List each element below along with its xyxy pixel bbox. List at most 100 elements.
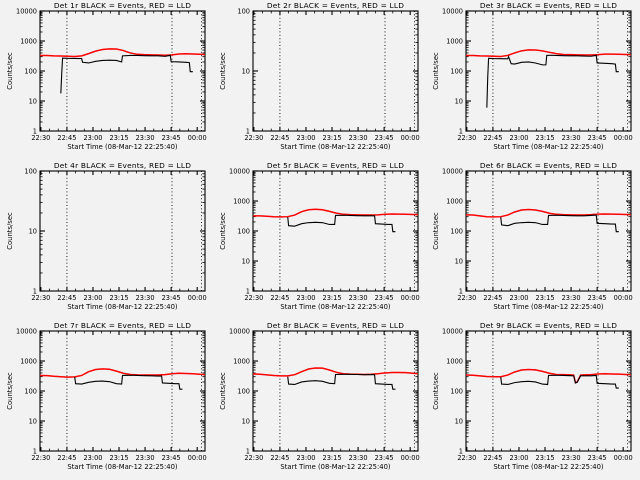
x-tick-label: 00:00 (188, 294, 207, 302)
y-tick-label: 1000 (446, 197, 463, 205)
events-series-line (287, 214, 396, 233)
lld-series-line (39, 368, 206, 378)
y-tick-label: 1000 (233, 357, 250, 365)
events-series-line (500, 214, 619, 233)
lld-series-line (252, 208, 419, 218)
x-tick-label: 22:45 (57, 134, 76, 142)
y-axis-label: Counts/sec (432, 212, 440, 250)
y-tick-label: 100 (24, 67, 37, 75)
x-tick-label: 00:00 (614, 294, 633, 302)
x-tick-label: 23:15 (110, 134, 129, 142)
panel-title: Det 5r BLACK = Events, RED = LLD (267, 161, 404, 170)
x-axis-label: Start Time (08-Mar-12 22:25:40) (493, 463, 603, 471)
x-axis-label: Start Time (08-Mar-12 22:25:40) (493, 143, 603, 151)
detector-panel: Det 5r BLACK = Events, RED = LLD 1 10 100 10… (213, 160, 426, 320)
x-axis-label: Start Time (08-Mar-12 22:25:40) (67, 303, 177, 311)
y-tick-label: 10 (455, 417, 463, 425)
x-tick-label: 23:00 (296, 294, 315, 302)
x-tick-label: 22:45 (270, 134, 289, 142)
x-tick-label: 23:00 (509, 134, 528, 142)
x-axis-label: Start Time (08-Mar-12 22:25:40) (493, 303, 603, 311)
x-tick-label: 23:45 (375, 134, 394, 142)
y-tick-label: 10000 (16, 7, 37, 15)
detector-panel: Det 9r BLACK = Events, RED = LLD 1 10 100 10… (426, 320, 639, 480)
x-axis-label: Start Time (08-Mar-12 22:25:40) (280, 463, 390, 471)
panel-title: Det 7r BLACK = Events, RED = LLD (54, 321, 191, 330)
y-tick-label: 10000 (442, 327, 463, 335)
x-tick-label: 22:45 (483, 454, 502, 462)
panel-title: Det 1r BLACK = Events, RED = LLD (54, 1, 191, 10)
detector-panel: Det 2r BLACK = Events, RED = LLD 1 10 100 22… (213, 0, 426, 160)
panel-title: Det 9r BLACK = Events, RED = LLD (480, 321, 617, 330)
x-tick-label: 23:45 (375, 454, 394, 462)
y-tick-label: 10000 (229, 167, 250, 175)
y-tick-label: 10000 (442, 7, 463, 15)
x-tick-label: 23:45 (162, 294, 181, 302)
events-series-line (74, 374, 183, 390)
detector-panel: Det 4r BLACK = Events, RED = LLD 1 10 100 22… (0, 160, 213, 320)
x-tick-label: 23:00 (83, 134, 102, 142)
y-tick-label: 1 (33, 127, 37, 135)
x-tick-label: 22:30 (457, 294, 476, 302)
detector-panel: Det 7r BLACK = Events, RED = LLD 1 10 100 10… (0, 320, 213, 480)
x-axis-label: Start Time (08-Mar-12 22:25:40) (67, 463, 177, 471)
y-tick-label: 100 (24, 387, 37, 395)
y-tick-label: 100 (237, 227, 250, 235)
y-axis-label: Counts/sec (6, 212, 14, 250)
y-tick-label: 1 (33, 447, 37, 455)
x-tick-label: 00:00 (401, 454, 420, 462)
detector-panel: Det 1r BLACK = Events, RED = LLD 1 10 100 10… (0, 0, 213, 160)
x-tick-label: 23:30 (349, 454, 368, 462)
x-tick-label: 22:30 (457, 134, 476, 142)
panel-title: Det 4r BLACK = Events, RED = LLD (54, 161, 191, 170)
y-tick-label: 1 (33, 287, 37, 295)
x-tick-label: 23:45 (588, 454, 607, 462)
lld-series-line (466, 49, 632, 58)
x-tick-label: 00:00 (188, 454, 207, 462)
y-tick-label: 1000 (20, 37, 37, 45)
y-tick-label: 10 (242, 257, 250, 265)
x-tick-label: 22:45 (483, 134, 502, 142)
y-tick-label: 100 (24, 167, 37, 175)
panel-title: Det 3r BLACK = Events, RED = LLD (480, 1, 617, 10)
x-tick-label: 23:15 (536, 454, 555, 462)
x-tick-label: 00:00 (614, 134, 633, 142)
x-tick-label: 23:30 (562, 134, 581, 142)
detector-panel: Det 3r BLACK = Events, RED = LLD 1 10 100 10… (426, 0, 639, 160)
y-tick-label: 100 (450, 67, 463, 75)
events-series-line (287, 373, 396, 390)
x-tick-label: 22:30 (31, 134, 50, 142)
y-tick-label: 1 (459, 287, 463, 295)
y-axis-label: Counts/sec (219, 372, 227, 410)
x-tick-label: 23:00 (83, 454, 102, 462)
x-tick-label: 00:00 (188, 134, 207, 142)
x-tick-label: 23:30 (136, 134, 155, 142)
x-tick-label: 23:45 (588, 294, 607, 302)
events-series-line (60, 54, 193, 94)
panel-title: Det 2r BLACK = Events, RED = LLD (267, 1, 404, 10)
x-tick-label: 22:45 (270, 454, 289, 462)
events-series-line (486, 54, 619, 108)
x-tick-label: 23:30 (349, 294, 368, 302)
x-tick-label: 00:00 (401, 134, 420, 142)
detector-panel: Det 8r BLACK = Events, RED = LLD 1 10 100 10… (213, 320, 426, 480)
y-tick-label: 10 (242, 417, 250, 425)
x-tick-label: 23:15 (536, 294, 555, 302)
x-tick-label: 23:00 (83, 294, 102, 302)
y-tick-label: 10000 (442, 167, 463, 175)
lld-series-line (465, 208, 632, 218)
x-axis-label: Start Time (08-Mar-12 22:25:40) (280, 303, 390, 311)
y-tick-label: 1000 (446, 357, 463, 365)
x-tick-label: 23:30 (136, 454, 155, 462)
x-tick-label: 23:00 (509, 454, 528, 462)
y-tick-label: 1 (246, 287, 250, 295)
y-tick-label: 10 (29, 417, 37, 425)
x-tick-label: 23:15 (110, 454, 129, 462)
y-tick-label: 10000 (229, 327, 250, 335)
x-tick-label: 22:45 (57, 454, 76, 462)
x-tick-label: 22:30 (31, 454, 50, 462)
y-tick-label: 1000 (446, 37, 463, 45)
y-tick-label: 100 (237, 387, 250, 395)
y-tick-label: 10 (29, 97, 37, 105)
x-tick-label: 00:00 (401, 294, 420, 302)
